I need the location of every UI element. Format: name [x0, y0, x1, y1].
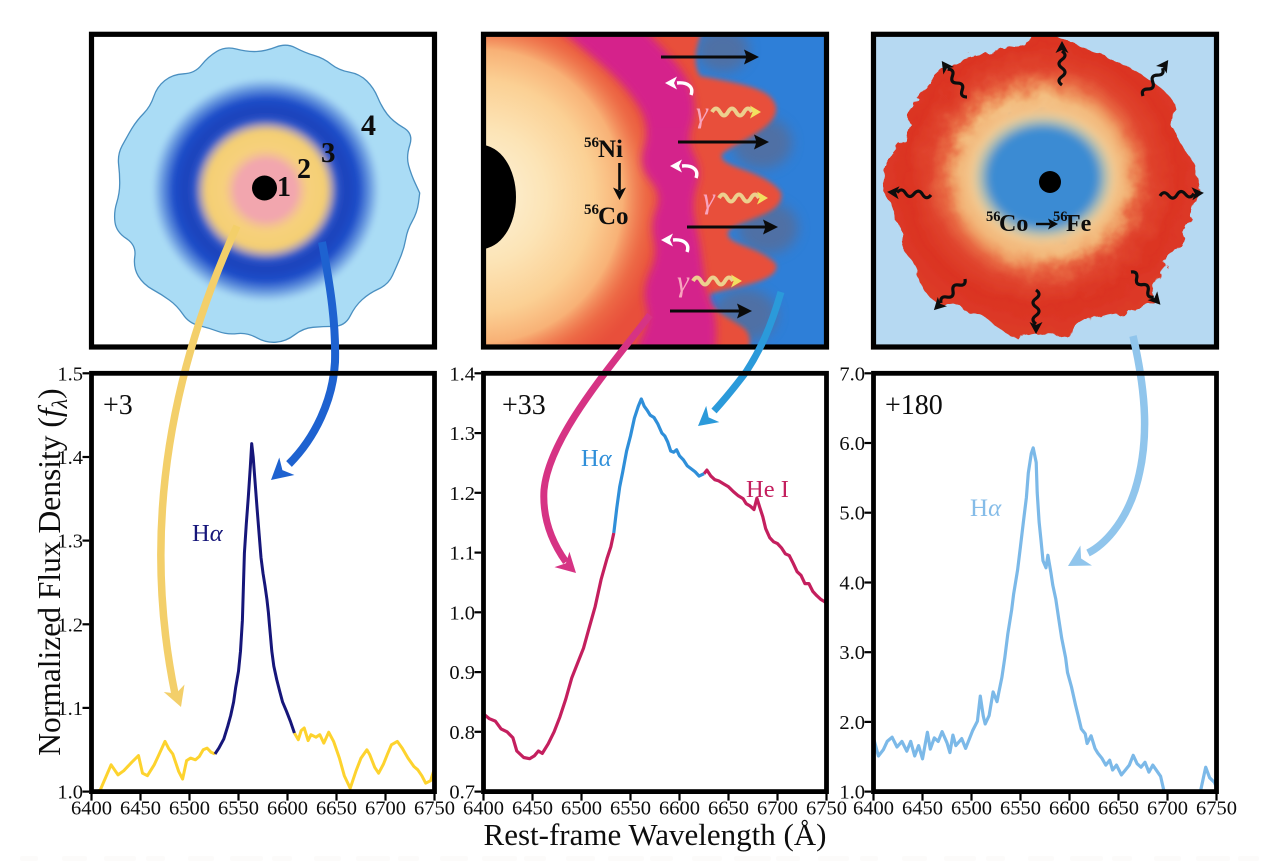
- svg-text:4: 4: [361, 109, 376, 142]
- svg-text:1: 1: [277, 172, 291, 203]
- svg-text:6650: 6650: [1098, 798, 1139, 820]
- svg-text:6650: 6650: [316, 798, 357, 820]
- svg-text:1.2: 1.2: [449, 483, 475, 505]
- svg-text:6550: 6550: [218, 798, 259, 820]
- svg-text:Hα: Hα: [192, 520, 224, 547]
- svg-text:6750: 6750: [806, 798, 847, 820]
- svg-text:Normalized Flux Density (fλ): Normalized Flux Density (fλ): [32, 388, 72, 755]
- svg-text:0.7: 0.7: [449, 782, 475, 804]
- svg-text:1.3: 1.3: [57, 531, 83, 553]
- svg-text:γ: γ: [677, 265, 690, 298]
- svg-text:Hα: Hα: [970, 495, 1002, 522]
- svg-text:γ: γ: [696, 96, 709, 129]
- svg-text:1.3: 1.3: [449, 423, 475, 445]
- svg-text:6450: 6450: [120, 798, 161, 820]
- svg-text:Co: Co: [598, 203, 629, 230]
- svg-text:4.0: 4.0: [839, 573, 865, 595]
- svg-text:6700: 6700: [365, 798, 406, 820]
- svg-text:Co: Co: [999, 211, 1028, 237]
- svg-text:5.0: 5.0: [839, 503, 865, 525]
- svg-text:6500: 6500: [951, 798, 992, 820]
- svg-text:6700: 6700: [757, 798, 798, 820]
- svg-text:6600: 6600: [659, 798, 700, 820]
- svg-text:6650: 6650: [708, 798, 749, 820]
- svg-text:6750: 6750: [414, 798, 455, 820]
- svg-text:56: 56: [584, 135, 600, 151]
- svg-text:He I: He I: [746, 476, 789, 503]
- svg-text:0.9: 0.9: [449, 662, 475, 684]
- svg-text:1.5: 1.5: [57, 363, 83, 385]
- svg-text:6450: 6450: [902, 798, 943, 820]
- svg-text:6550: 6550: [610, 798, 651, 820]
- svg-text:6400: 6400: [71, 798, 112, 820]
- svg-text:6400: 6400: [853, 798, 894, 820]
- svg-text:7.0: 7.0: [839, 363, 865, 385]
- svg-text:6.0: 6.0: [839, 433, 865, 455]
- svg-text:1.0: 1.0: [839, 782, 865, 804]
- svg-text:Rest-frame Wavelength (Å): Rest-frame Wavelength (Å): [484, 817, 827, 852]
- svg-text:6600: 6600: [267, 798, 308, 820]
- svg-text:γ: γ: [703, 182, 716, 215]
- svg-text:0.8: 0.8: [449, 722, 475, 744]
- svg-text:6700: 6700: [1147, 798, 1188, 820]
- svg-text:6750: 6750: [1196, 798, 1237, 820]
- svg-text:6600: 6600: [1049, 798, 1090, 820]
- svg-text:3.0: 3.0: [839, 642, 865, 664]
- svg-text:6500: 6500: [169, 798, 210, 820]
- svg-text:6500: 6500: [561, 798, 602, 820]
- svg-text:2.0: 2.0: [839, 712, 865, 734]
- svg-text:56: 56: [584, 202, 600, 218]
- svg-text:1.1: 1.1: [449, 543, 475, 565]
- svg-text:6450: 6450: [512, 798, 553, 820]
- svg-text:1.4: 1.4: [57, 447, 83, 469]
- svg-text:1.4: 1.4: [449, 363, 475, 385]
- svg-text:6550: 6550: [1000, 798, 1041, 820]
- svg-text:+3: +3: [103, 390, 133, 421]
- svg-text:56: 56: [986, 209, 1001, 225]
- svg-text:1.1: 1.1: [57, 698, 83, 720]
- svg-text:1.0: 1.0: [449, 602, 475, 624]
- svg-text:+33: +33: [502, 390, 546, 421]
- svg-text:6400: 6400: [463, 798, 504, 820]
- svg-text:1.0: 1.0: [57, 782, 83, 804]
- svg-text:56: 56: [1053, 209, 1068, 225]
- svg-text:2: 2: [297, 154, 311, 185]
- svg-text:Fe: Fe: [1066, 211, 1092, 237]
- svg-text:Ni: Ni: [598, 136, 623, 163]
- svg-text:1.2: 1.2: [57, 614, 83, 636]
- svg-text:Hα: Hα: [581, 445, 613, 472]
- svg-text:+180: +180: [885, 390, 943, 421]
- svg-text:3: 3: [321, 137, 336, 169]
